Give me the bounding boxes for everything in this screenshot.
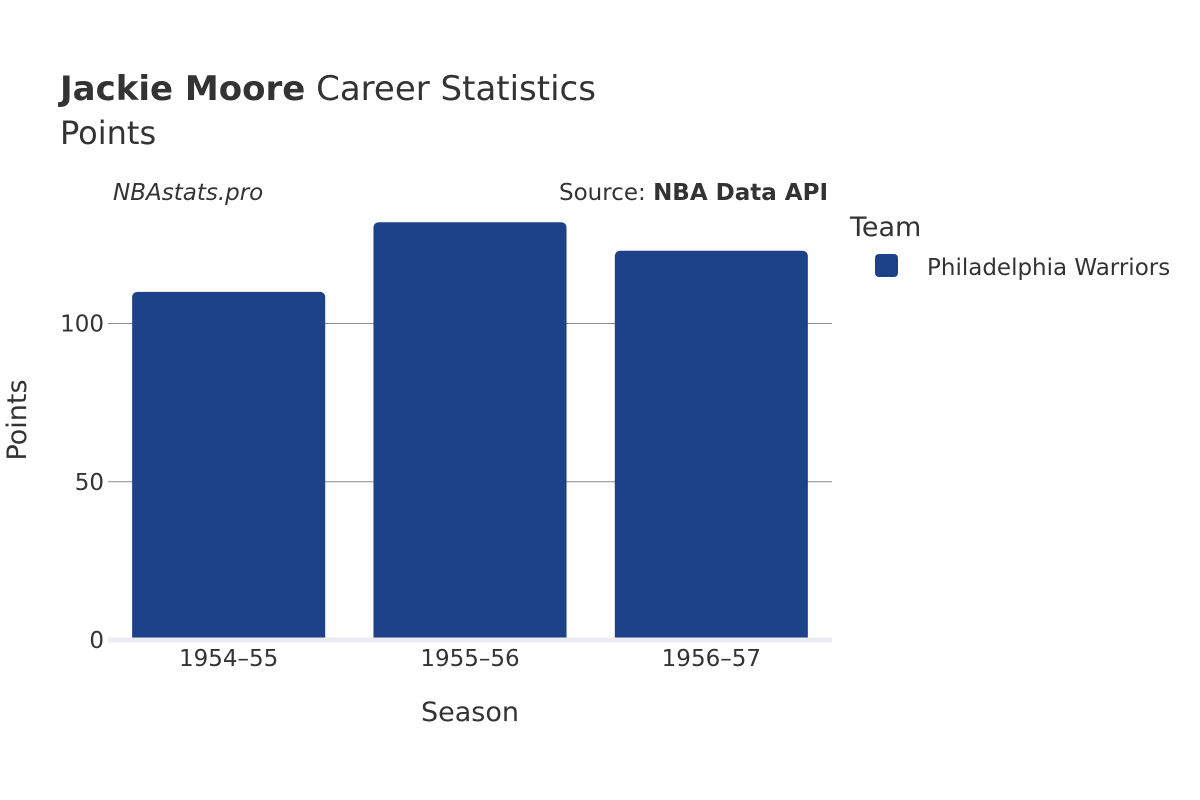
x-axis-title: Season xyxy=(421,697,519,728)
bar xyxy=(132,291,326,640)
legend: Philadelphia Warriors xyxy=(875,254,1170,281)
legend-title: Team xyxy=(849,212,921,243)
legend-swatch xyxy=(875,254,898,277)
y-tick-label: 100 xyxy=(60,312,104,338)
y-tick-label: 0 xyxy=(89,628,104,654)
title-rest: Career Statistics xyxy=(305,69,596,109)
chart-subtitle: Points xyxy=(60,114,156,152)
legend-label: Philadelphia Warriors xyxy=(927,255,1170,281)
bar xyxy=(373,222,567,640)
bar xyxy=(614,250,808,640)
y-tick-labels: 0 50 100 xyxy=(60,312,104,655)
x-tick-labels: 1954–55 1955–56 1956–57 xyxy=(179,646,761,672)
source-name: NBA Data API xyxy=(653,180,828,206)
source-note: Source: NBA Data API xyxy=(559,180,828,206)
bars xyxy=(132,222,808,640)
x-tick-label: 1954–55 xyxy=(179,646,278,672)
y-tick-label: 50 xyxy=(75,470,104,496)
y-axis-title: Points xyxy=(2,379,33,460)
x-tick-label: 1955–56 xyxy=(420,646,519,672)
x-tick-label: 1956–57 xyxy=(662,646,761,672)
chart-title: Jackie Moore Career Statistics xyxy=(58,69,596,109)
source-prefix: Source: xyxy=(559,180,653,206)
player-name: Jackie Moore xyxy=(58,69,305,109)
site-credit: NBAstats.pro xyxy=(113,180,263,206)
